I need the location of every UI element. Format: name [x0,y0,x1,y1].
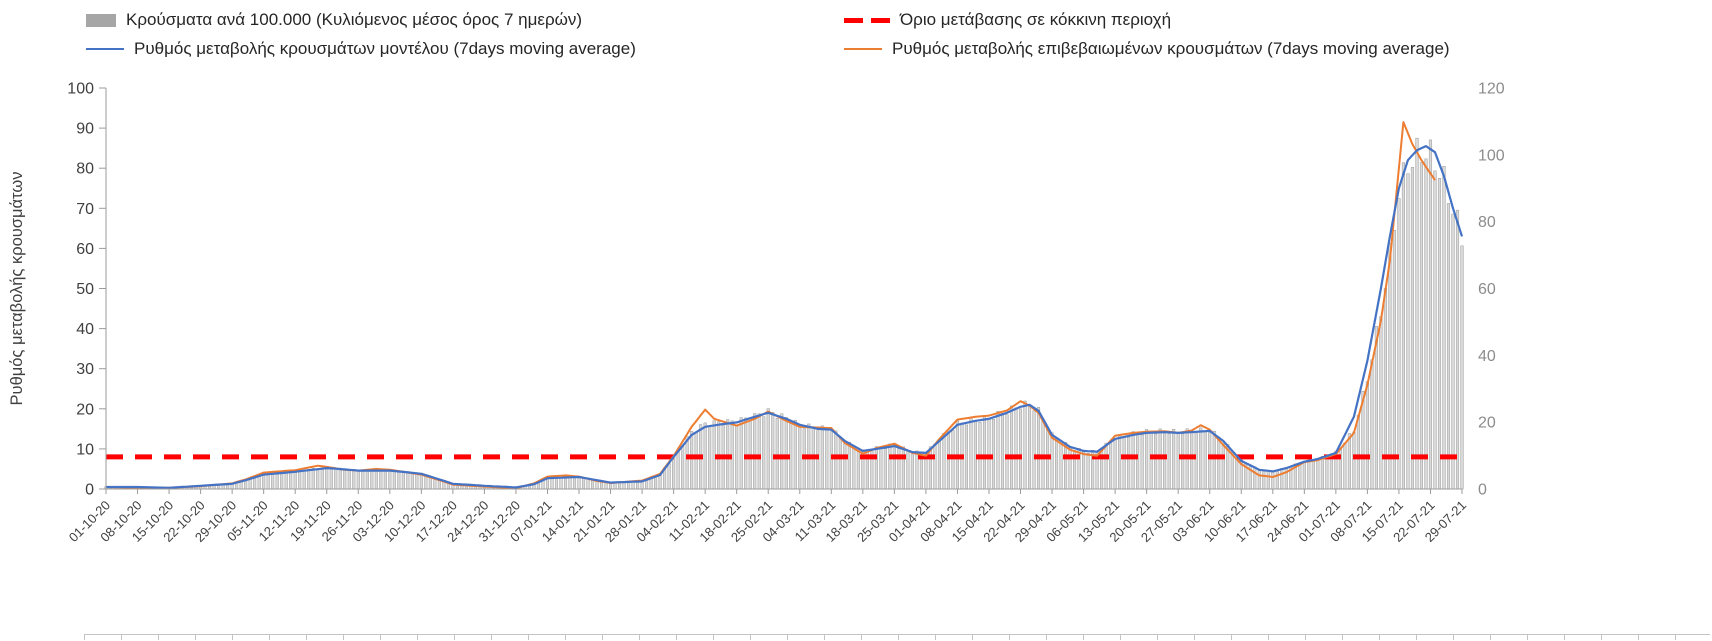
cropped-content-bottom-edge [84,634,1710,640]
legend-label-cases-per-100k: Κρούσματα ανά 100.000 (Κυλιόμενος μέσος … [126,10,583,29]
svg-text:60: 60 [1478,281,1496,298]
svg-text:40: 40 [1478,348,1496,365]
chart-legend: Κρούσματα ανά 100.000 (Κυλιόμενος μέσος … [86,10,1646,59]
svg-text:80: 80 [76,161,94,178]
bars-series [104,137,1464,490]
svg-text:30: 30 [76,361,94,378]
y-axis-right: 0 20 40 60 80 100 120 [1478,81,1505,499]
svg-text:100: 100 [67,81,94,98]
legend-item-cases-per-100k: Κρούσματα ανά 100.000 (Κυλιόμενος μέσος … [86,10,844,30]
x-axis: 01-10-2008-10-2015-10-2022-10-2029-10-20… [66,488,1469,545]
legend-label-confirmed-rate: Ρυθμός μεταβολής επιβεβαιωμένων κρουσμάτ… [892,39,1450,58]
svg-text:80: 80 [1478,214,1496,231]
confirmed-line [105,121,1436,490]
legend-item-confirmed-rate: Ρυθμός μεταβολής επιβεβαιωμένων κρουσμάτ… [844,39,1646,59]
svg-text:20: 20 [1478,415,1496,432]
svg-text:0: 0 [1478,482,1487,499]
svg-text:10: 10 [76,441,94,458]
svg-text:0: 0 [85,482,94,499]
blue-line-swatch [86,48,124,50]
legend-label-model-rate: Ρυθμός μεταβολής κρουσμάτων μοντέλου (7d… [134,39,636,58]
svg-text:70: 70 [76,201,94,218]
red-dashed-line-swatch [844,17,890,23]
svg-text:120: 120 [1478,81,1505,98]
svg-text:100: 100 [1478,147,1505,164]
svg-text:50: 50 [76,281,94,298]
gray-bars-swatch [86,13,116,27]
legend-item-model-rate: Ρυθμός μεταβολής κρουσμάτων μοντέλου (7d… [86,39,844,59]
legend-label-red-threshold: Όριο μετάβασης σε κόκκινη περιοχή [900,10,1172,29]
svg-text:20: 20 [76,401,94,418]
svg-text:40: 40 [76,321,94,338]
orange-line-swatch [844,48,882,50]
svg-text:60: 60 [76,241,94,258]
svg-text:90: 90 [76,121,94,138]
y-axis-left: 0 10 20 30 40 50 60 70 80 90 100 [67,81,107,499]
svg-text:Ρυθμός μεταβολής κρουσμάτων: Ρυθμός μεταβολής κρουσμάτων [8,172,26,406]
y-axis-title: Ρυθμός μεταβολής κρουσμάτων [8,172,26,406]
model-line [106,145,1464,489]
legend-item-red-threshold: Όριο μετάβασης σε κόκκινη περιοχή [844,10,1646,30]
